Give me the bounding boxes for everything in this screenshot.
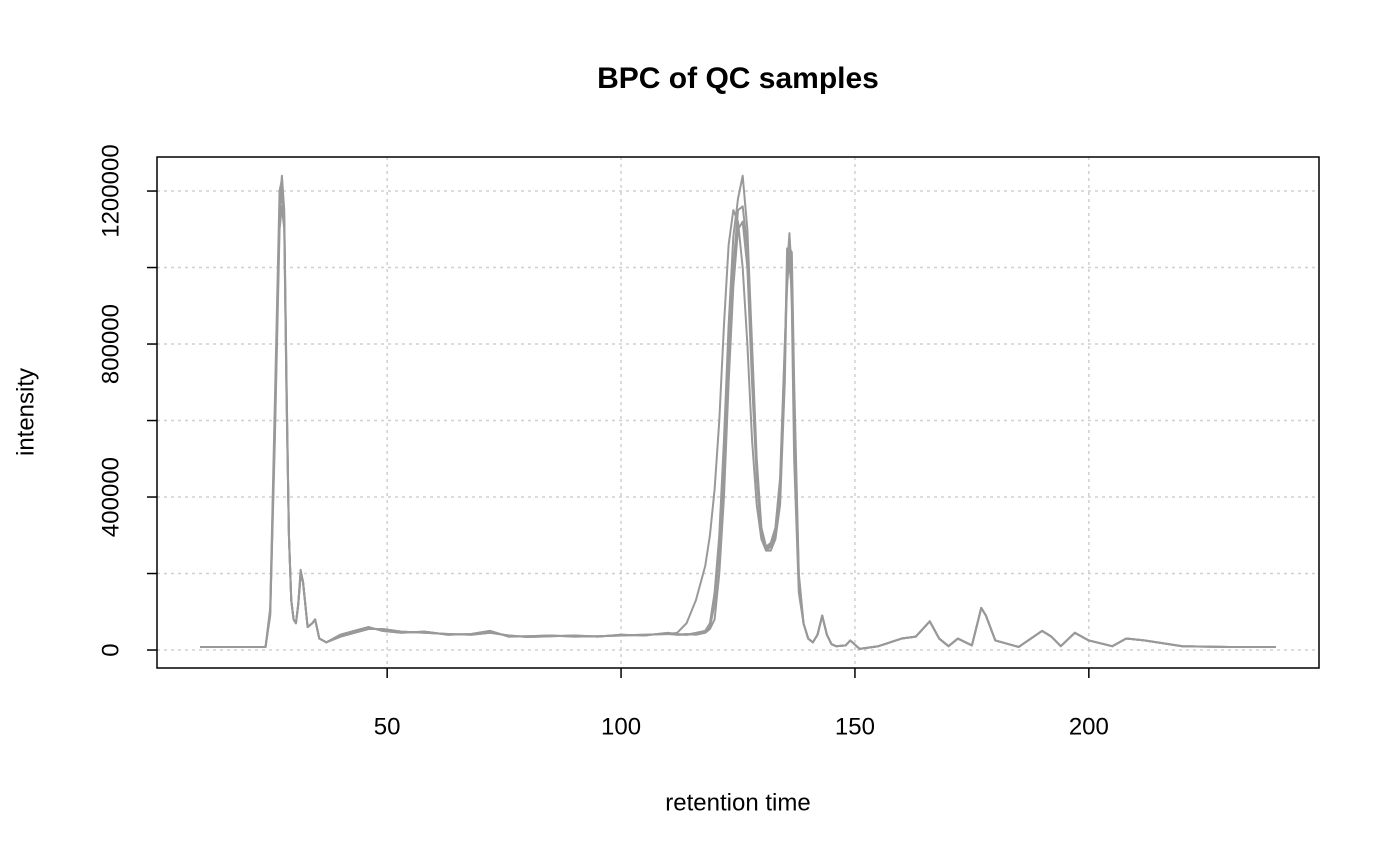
y-tick-label: 1200000 [97,144,124,237]
x-tick-label: 50 [374,713,401,740]
y-tick-label: 800000 [97,304,124,384]
series-line [200,190,1276,650]
series-line [200,174,1276,650]
chart-title: BPC of QC samples [597,62,879,95]
x-tick-label: 150 [835,713,875,740]
series-line [200,178,1276,650]
x-axis-label: retention time [665,789,810,816]
x-tick-label: 100 [601,713,641,740]
series-line [200,174,1276,650]
y-tick-label: 0 [97,643,124,656]
y-axis-label: intensity [12,368,39,456]
x-tick-label: 200 [1069,713,1109,740]
plot-frame [156,156,1320,669]
y-tick-label: 400000 [97,457,124,537]
